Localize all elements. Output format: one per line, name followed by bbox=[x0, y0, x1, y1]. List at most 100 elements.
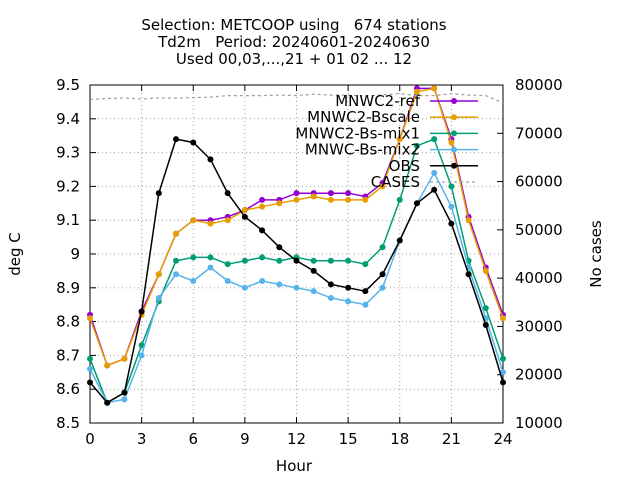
data-point bbox=[104, 399, 111, 406]
y-axis-label: deg C bbox=[6, 232, 24, 276]
data-point bbox=[379, 244, 386, 251]
data-point bbox=[379, 271, 386, 278]
data-point bbox=[155, 190, 162, 197]
data-point bbox=[207, 156, 214, 163]
data-point bbox=[413, 142, 420, 149]
data-point bbox=[431, 186, 438, 193]
y-tick-label: 9 bbox=[70, 245, 80, 263]
data-point bbox=[327, 281, 334, 288]
x-tick-label: 21 bbox=[442, 430, 461, 448]
data-point bbox=[293, 190, 300, 197]
data-point bbox=[431, 169, 438, 176]
data-point bbox=[482, 267, 489, 274]
data-point bbox=[138, 342, 145, 349]
data-point bbox=[207, 220, 214, 227]
y-tick-label: 8.8 bbox=[56, 313, 80, 331]
data-point bbox=[465, 271, 472, 278]
legend-label: OBS bbox=[389, 157, 420, 175]
data-point bbox=[87, 365, 93, 372]
data-point bbox=[327, 190, 334, 197]
x-tick-label: 9 bbox=[240, 430, 250, 448]
data-point bbox=[482, 305, 489, 312]
x-tick-label: 18 bbox=[390, 430, 409, 448]
y-tick-label: 9.2 bbox=[56, 177, 80, 195]
data-point bbox=[310, 257, 317, 264]
data-point bbox=[259, 254, 266, 261]
data-point bbox=[190, 278, 197, 285]
data-point bbox=[241, 207, 248, 214]
data-point bbox=[241, 257, 248, 264]
data-point bbox=[207, 254, 214, 261]
data-point bbox=[87, 315, 93, 322]
data-point bbox=[224, 278, 231, 285]
title-line: Selection: METCOOP using 674 stations bbox=[141, 16, 446, 34]
data-point bbox=[310, 267, 317, 274]
data-point bbox=[224, 190, 231, 197]
data-point bbox=[173, 257, 180, 264]
data-point bbox=[87, 355, 93, 362]
data-point bbox=[431, 136, 438, 143]
chart-title: Selection: METCOOP using 674 stationsTd2… bbox=[141, 16, 446, 68]
legend-label: MNWC-Bs-mix2 bbox=[305, 141, 420, 159]
x-tick-label: 12 bbox=[287, 430, 306, 448]
y2-tick-label: 30000 bbox=[515, 317, 563, 335]
data-point bbox=[345, 257, 352, 264]
data-point bbox=[310, 288, 317, 295]
x-tick-label: 0 bbox=[85, 430, 95, 448]
y2-tick-label: 10000 bbox=[515, 414, 563, 432]
y2-tick-label: 80000 bbox=[515, 76, 563, 94]
data-point bbox=[155, 271, 162, 278]
legend-label: MNWC2-Bscale bbox=[307, 108, 420, 126]
data-point bbox=[259, 196, 266, 203]
data-point bbox=[448, 220, 455, 227]
legend-label: MNWC2-Bs-mix1 bbox=[295, 124, 420, 142]
data-point bbox=[379, 183, 386, 190]
data-point bbox=[138, 308, 145, 315]
data-point bbox=[448, 203, 455, 210]
data-point bbox=[293, 196, 300, 203]
data-point bbox=[293, 257, 300, 264]
data-point bbox=[190, 254, 197, 261]
data-point bbox=[293, 284, 300, 291]
data-point bbox=[121, 389, 128, 396]
data-point bbox=[121, 355, 128, 362]
data-point bbox=[362, 261, 369, 268]
data-point bbox=[190, 139, 197, 146]
data-point bbox=[396, 237, 403, 244]
legend: MNWC2-refMNWC2-BscaleMNWC2-Bs-mix1MNWC-B… bbox=[295, 92, 478, 191]
data-point bbox=[345, 298, 352, 305]
series-line-cases bbox=[89, 93, 504, 104]
data-point bbox=[276, 281, 283, 288]
data-point bbox=[345, 190, 352, 197]
y-tick-label: 8.7 bbox=[56, 346, 80, 364]
data-point bbox=[259, 227, 266, 234]
data-point bbox=[379, 284, 386, 291]
y2-tick-label: 50000 bbox=[515, 221, 563, 239]
data-point bbox=[413, 88, 420, 95]
x-tick-label: 3 bbox=[137, 430, 147, 448]
legend-marker bbox=[451, 146, 457, 153]
data-point bbox=[396, 196, 403, 203]
series-group bbox=[87, 85, 506, 406]
x-axis-label: Hour bbox=[276, 457, 313, 475]
data-point bbox=[224, 261, 231, 268]
data-point bbox=[173, 136, 180, 143]
y-tick-label: 9.3 bbox=[56, 144, 80, 162]
data-point bbox=[500, 369, 506, 376]
y-tick-label: 8.6 bbox=[56, 380, 80, 398]
data-point bbox=[362, 288, 369, 295]
legend-marker bbox=[451, 162, 457, 169]
title-line: Td2m Period: 20240601-20240630 bbox=[157, 33, 430, 51]
data-point bbox=[276, 257, 283, 264]
data-point bbox=[259, 278, 266, 285]
y-tick-label: 8.5 bbox=[56, 414, 80, 432]
data-point bbox=[173, 230, 180, 237]
data-point bbox=[155, 294, 162, 301]
grid bbox=[90, 85, 503, 423]
series-line-obs bbox=[89, 138, 504, 404]
data-point bbox=[362, 196, 369, 203]
data-point bbox=[448, 139, 455, 146]
data-point bbox=[500, 379, 506, 386]
data-point bbox=[241, 213, 248, 220]
